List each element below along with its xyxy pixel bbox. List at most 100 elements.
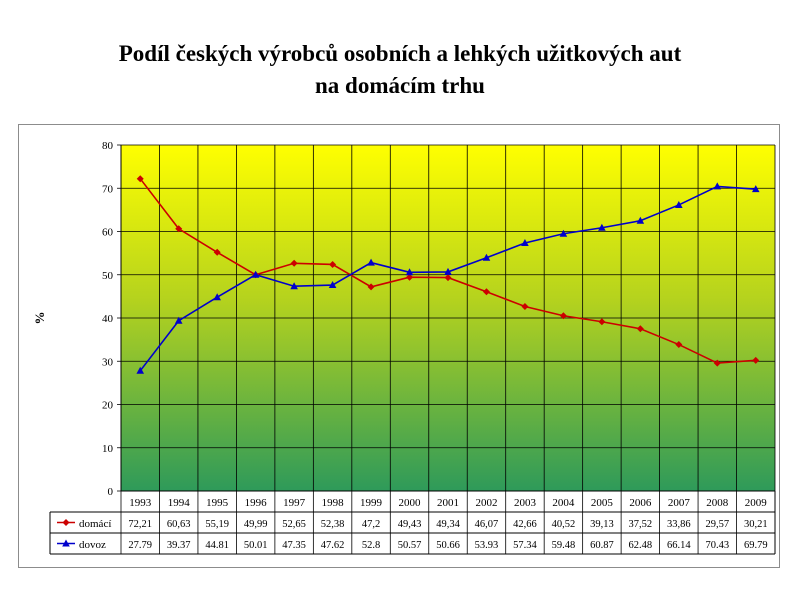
x-tick-label: 1997 — [283, 497, 306, 509]
data-point-domácí — [175, 225, 183, 233]
data-label-dovoz: 50.57 — [398, 540, 422, 551]
data-point-dovoz — [559, 229, 568, 237]
data-point-domácí — [213, 248, 221, 256]
data-point-domácí — [482, 288, 490, 296]
data-label-domácí: 60,63 — [167, 519, 191, 530]
data-label-domácí: 42,66 — [513, 519, 537, 530]
data-point-domácí — [444, 274, 452, 282]
data-label-dovoz: 57.34 — [513, 540, 537, 551]
data-point-domácí — [636, 325, 644, 333]
data-label-domácí: 33,86 — [667, 519, 691, 530]
data-point-domácí — [329, 260, 337, 268]
x-tick-label: 2003 — [514, 497, 537, 509]
y-tick-label: 30 — [102, 356, 114, 368]
data-point-domácí — [713, 359, 721, 367]
data-label-domácí: 72,21 — [128, 519, 152, 530]
x-tick-label: 2007 — [668, 497, 691, 509]
y-tick-label: 20 — [102, 400, 114, 412]
data-point-domácí — [752, 356, 760, 364]
legend-marker-domácí — [62, 519, 70, 526]
y-tick-label: 60 — [102, 227, 114, 239]
x-tick-label: 1993 — [129, 497, 152, 509]
data-label-domácí: 46,07 — [475, 519, 499, 530]
x-tick-label: 2009 — [745, 497, 768, 509]
x-tick-label: 2004 — [552, 497, 575, 509]
data-point-dovoz — [444, 267, 452, 275]
data-point-dovoz — [405, 268, 414, 276]
data-label-domácí: 37,52 — [629, 519, 653, 530]
data-label-dovoz: 59.48 — [552, 540, 576, 551]
data-label-domácí: 49,43 — [398, 519, 422, 530]
x-tick-label: 2008 — [706, 497, 729, 509]
data-point-domácí — [290, 259, 298, 267]
data-point-dovoz — [751, 185, 760, 193]
data-label-dovoz: 47.35 — [282, 540, 306, 551]
data-point-dovoz — [367, 258, 375, 266]
data-label-dovoz: 66.14 — [667, 540, 691, 551]
data-point-dovoz — [521, 239, 529, 247]
x-tick-label: 1996 — [245, 497, 268, 509]
data-label-dovoz: 39.37 — [167, 540, 191, 551]
data-point-domácí — [598, 318, 606, 326]
data-label-dovoz: 62.48 — [629, 540, 653, 551]
x-tick-label: 2001 — [437, 497, 459, 509]
y-tick-label: 80 — [102, 140, 114, 152]
data-label-domácí: 30,21 — [744, 519, 768, 530]
data-point-dovoz — [598, 223, 606, 231]
data-label-dovoz: 60.87 — [590, 540, 614, 551]
data-label-domácí: 52,38 — [321, 519, 345, 530]
y-tick-label: 70 — [102, 183, 114, 195]
data-label-domácí: 47,2 — [362, 519, 380, 530]
data-point-domácí — [559, 312, 567, 320]
data-label-dovoz: 50.66 — [436, 540, 460, 551]
data-point-domácí — [675, 341, 683, 349]
data-point-dovoz — [290, 282, 298, 290]
data-label-dovoz: 69.79 — [744, 540, 768, 551]
data-point-dovoz — [713, 182, 722, 190]
data-label-domácí: 49,99 — [244, 519, 268, 530]
data-label-domácí: 55,19 — [205, 519, 229, 530]
data-label-domácí: 49,34 — [436, 519, 460, 530]
x-tick-label: 2006 — [629, 497, 652, 509]
data-label-domácí: 29,57 — [705, 519, 729, 530]
data-point-domácí — [136, 175, 144, 183]
x-tick-label: 1995 — [206, 497, 229, 509]
x-tick-label: 2005 — [591, 497, 614, 509]
legend-label-dovoz: dovoz — [79, 539, 106, 551]
chart-title-line-2: na domácím trhu — [315, 73, 485, 98]
x-tick-label: 2002 — [475, 497, 497, 509]
legend-marker-dovoz — [62, 539, 70, 547]
x-tick-label: 1999 — [360, 497, 383, 509]
data-point-domácí — [521, 302, 529, 310]
data-point-dovoz — [251, 270, 260, 278]
x-tick-label: 2000 — [399, 497, 422, 509]
y-tick-label: 40 — [102, 313, 114, 325]
chart-title: Podíl českých výrobců osobních a lehkých… — [0, 38, 800, 102]
data-label-dovoz: 47.62 — [321, 540, 345, 551]
data-label-dovoz: 52.8 — [362, 540, 380, 551]
data-label-domácí: 39,13 — [590, 519, 614, 530]
data-label-dovoz: 50.01 — [244, 540, 268, 551]
data-point-dovoz — [636, 216, 645, 224]
legend-label-domácí: domácí — [79, 518, 111, 530]
chart-title-line-1: Podíl českých výrobců osobních a lehkých… — [118, 41, 682, 66]
data-point-domácí — [406, 273, 414, 281]
x-tick-label: 1994 — [168, 497, 191, 509]
data-point-dovoz — [136, 366, 145, 374]
data-point-dovoz — [482, 253, 491, 261]
y-tick-label: 50 — [102, 270, 114, 282]
data-label-dovoz: 44.81 — [205, 540, 229, 551]
x-tick-label: 1998 — [322, 497, 345, 509]
data-point-dovoz — [174, 316, 183, 324]
y-axis-label: % — [32, 312, 47, 325]
data-point-domácí — [367, 283, 375, 291]
data-label-domácí: 52,65 — [282, 519, 306, 530]
y-tick-label: 0 — [108, 486, 114, 498]
data-point-dovoz — [328, 281, 337, 289]
data-label-dovoz: 70.43 — [705, 540, 729, 551]
data-label-domácí: 40,52 — [552, 519, 576, 530]
data-label-dovoz: 27.79 — [128, 540, 152, 551]
data-label-dovoz: 53.93 — [475, 540, 499, 551]
data-point-dovoz — [675, 200, 683, 208]
